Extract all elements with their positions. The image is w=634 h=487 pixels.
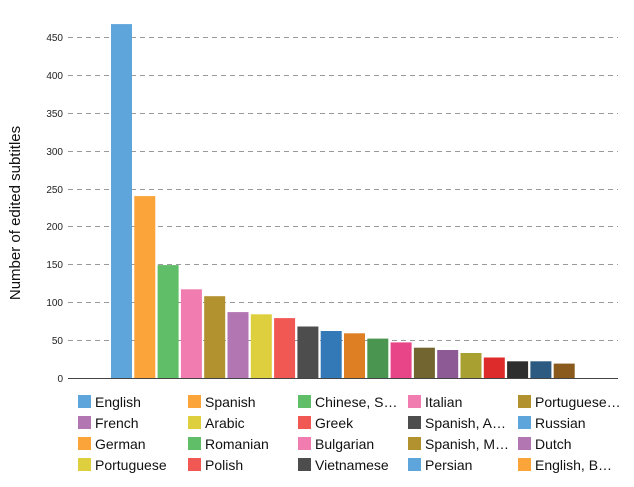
legend-item[interactable]: English, B… [518, 457, 612, 473]
legend-swatch [78, 458, 91, 471]
legend-label: Polish [205, 457, 243, 473]
bar-dutch [437, 350, 459, 378]
legend-item[interactable]: Persian [408, 457, 472, 473]
legend-label: Spanish, A… [425, 415, 506, 431]
legend-label: Romanian [205, 436, 269, 452]
bar-chinese-s [157, 265, 179, 378]
bar-german [344, 333, 365, 378]
legend-swatch [298, 437, 311, 450]
legend-item[interactable]: Chinese, S… [298, 394, 397, 410]
legend-label: Greek [315, 415, 354, 431]
y-tick-label: 200 [46, 222, 63, 233]
bar-spanish-a [297, 326, 319, 378]
legend-label: Vietnamese [315, 457, 389, 473]
y-tick-label: 400 [46, 71, 63, 82]
bar-french [227, 312, 249, 378]
legend-label: Portuguese [95, 457, 167, 473]
legend-item[interactable]: Dutch [518, 436, 572, 452]
legend-swatch [78, 395, 91, 408]
legend-item[interactable]: French [78, 415, 139, 431]
y-tick-label: 0 [57, 374, 63, 385]
bar-arabic [250, 314, 272, 378]
y-tick-label: 100 [46, 298, 63, 309]
legend-label: Arabic [205, 415, 245, 431]
legend-swatch [518, 395, 531, 408]
legend-item[interactable]: Arabic [188, 415, 245, 431]
legend-swatch [408, 395, 421, 408]
bar-spanish [134, 196, 156, 378]
bar-english-b [553, 363, 575, 378]
legend-swatch [408, 416, 421, 429]
legend-swatch [518, 416, 531, 429]
legend-label: English [95, 394, 141, 410]
legend-swatch [188, 395, 201, 408]
legend-swatch [188, 416, 201, 429]
y-axis-label: Number of edited subtitles [7, 126, 24, 300]
legend-label: English, B… [535, 457, 612, 473]
bar-russian [320, 331, 342, 378]
bar-persian [530, 361, 552, 378]
legend-item[interactable]: Romanian [188, 436, 269, 452]
legend-item[interactable]: Spanish [188, 394, 256, 410]
legend-item[interactable]: Italian [408, 394, 462, 410]
legend-swatch [518, 437, 531, 450]
bar-greek [274, 318, 296, 378]
legend-item[interactable]: Portuguese [78, 457, 167, 473]
bar-english [111, 24, 132, 378]
legend-item[interactable]: Russian [518, 415, 586, 431]
bar-portuguese [204, 296, 226, 378]
legend-label: Italian [425, 394, 462, 410]
legend-label: Chinese, S… [315, 394, 397, 410]
legend-label: Bulgarian [315, 436, 374, 452]
y-tick-label: 50 [52, 336, 64, 347]
legend-swatch [78, 437, 91, 450]
legend-swatch [298, 416, 311, 429]
bar-bulgarian [390, 342, 412, 378]
bar-romanian [367, 338, 389, 378]
bar-polish [483, 357, 505, 378]
y-tick-label: 300 [46, 147, 63, 158]
y-axis: 0 50 100 150 200 250 300 350 400 450 [46, 33, 63, 385]
legend-item[interactable]: Vietnamese [298, 457, 389, 473]
legend-item[interactable]: Bulgarian [298, 436, 374, 452]
legend-swatch [408, 458, 421, 471]
bars [111, 24, 575, 378]
legend-swatch [298, 395, 311, 408]
legend-swatch [408, 437, 421, 450]
legend-label: Russian [535, 415, 586, 431]
legend-item[interactable]: Spanish, M… [408, 436, 509, 452]
y-tick-label: 450 [46, 33, 63, 44]
legend-label: French [95, 415, 139, 431]
legend-label: Portuguese… [535, 394, 621, 410]
legend-swatch [78, 416, 91, 429]
legend-label: Dutch [535, 436, 572, 452]
bar-vietnamese [507, 361, 529, 378]
legend-label: Spanish [205, 394, 256, 410]
bar-spanish-m [413, 347, 435, 378]
legend-item[interactable]: Greek [298, 415, 354, 431]
bar-italian [180, 289, 202, 378]
legend-swatch [298, 458, 311, 471]
y-tick-label: 250 [46, 185, 63, 196]
legend-swatch [188, 437, 201, 450]
legend: English Spanish Chinese, S… Italian Portugue… [78, 394, 621, 473]
legend-label: Spanish, M… [425, 436, 509, 452]
legend-item[interactable]: Portuguese… [518, 394, 621, 410]
legend-label: Persian [425, 457, 472, 473]
legend-item[interactable]: Polish [188, 457, 243, 473]
legend-label: German [95, 436, 146, 452]
legend-item[interactable]: German [78, 436, 146, 452]
y-tick-label: 150 [46, 260, 63, 271]
legend-swatch [518, 458, 531, 471]
y-tick-label: 350 [46, 109, 63, 120]
legend-swatch [188, 458, 201, 471]
legend-item[interactable]: English [78, 394, 141, 410]
legend-item[interactable]: Spanish, A… [408, 415, 506, 431]
bar-portuguese [460, 353, 482, 378]
